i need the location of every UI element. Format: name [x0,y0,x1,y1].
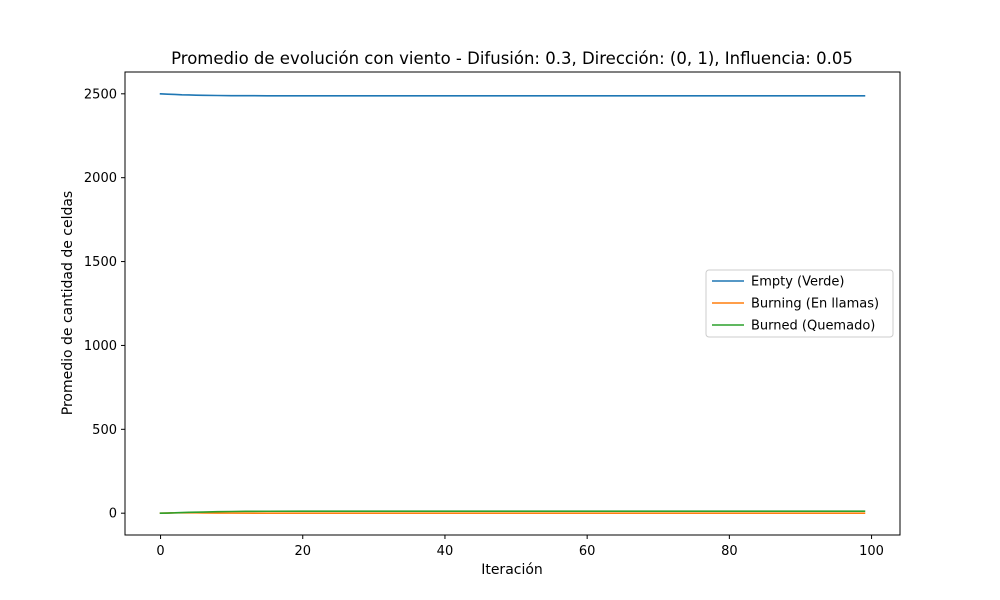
axes-frame [124,71,901,536]
plot-area [159,92,866,515]
x-axis-title: Iteración [481,562,543,578]
y-tick-label: 0 [109,507,117,522]
legend-box [705,269,894,338]
legend: Empty (Verde) Burning (En llamas) Burned (… [705,269,894,338]
y-tick-label: 500 [92,423,117,438]
y-axis-title: Promedio de cantidad de celdas [60,191,76,415]
y-tick-label: 2000 [84,171,117,186]
x-tick-label: 80 [721,544,738,559]
y-tick-label: 1000 [84,339,117,354]
series-line-1 [159,92,866,97]
chart-title: Promedio de evolución con viento - Difus… [171,49,853,68]
legend-label-2: Burning (En llamas) [751,297,879,312]
series-line-3 [159,510,866,515]
legend-label-1: Empty (Verde) [751,275,844,290]
x-tick-label: 100 [859,544,884,559]
x-tick-label: 60 [579,544,596,559]
x-tick-label: 0 [156,544,164,559]
legend-label-3: Burned (Quemado) [751,319,875,334]
y-tick-label: 1500 [84,255,117,270]
x-tick-label: 40 [437,544,454,559]
y-tick-label: 2500 [84,87,117,102]
x-tick-label: 20 [294,544,311,559]
